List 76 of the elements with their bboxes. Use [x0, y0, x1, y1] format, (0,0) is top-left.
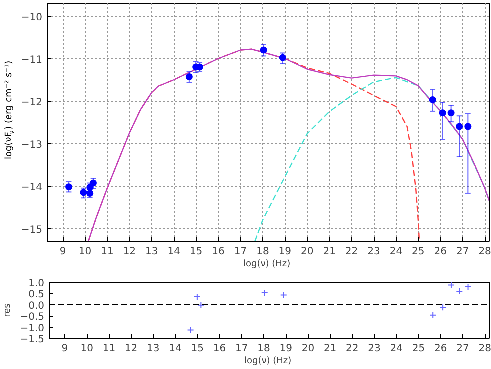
- x-tick-label: 17: [234, 246, 248, 258]
- point: [90, 180, 97, 187]
- point: [448, 282, 455, 289]
- point: [260, 46, 268, 54]
- x-tick-label: 12: [124, 344, 138, 354]
- point: [464, 123, 472, 130]
- x-tick-label: 24: [390, 344, 404, 354]
- y-tick-label: −1.0: [20, 323, 45, 334]
- x-tick-label: 13: [146, 246, 158, 258]
- x-tick-label: 21: [323, 246, 336, 258]
- x-tick-label: 17: [236, 344, 248, 354]
- x-tick-label: 25: [412, 246, 425, 258]
- point: [440, 304, 447, 312]
- y-tick-label: 0.5: [28, 290, 45, 301]
- y-tick-label: 0.0: [28, 300, 45, 312]
- x-tick-label: 11: [101, 246, 114, 258]
- x-tick-label: 26: [434, 246, 448, 258]
- x-tick-label: 13: [147, 344, 160, 354]
- y-tick-label: −1.5: [20, 334, 45, 346]
- point: [80, 189, 88, 196]
- x-tick-label: 28: [478, 246, 491, 258]
- x-tick-label: 18: [258, 344, 270, 354]
- x-tick-label: 19: [278, 246, 292, 258]
- x-tick-label: 16: [213, 344, 226, 354]
- point: [464, 283, 472, 290]
- point: [194, 294, 201, 301]
- y-tick-label: −10: [21, 12, 43, 24]
- point: [280, 292, 288, 299]
- x-tick-label: 18: [256, 246, 270, 258]
- x-tick-label: 16: [212, 246, 225, 258]
- x-tick-label: 15: [191, 344, 204, 354]
- x-tick-label: 27: [456, 344, 470, 354]
- point: [261, 290, 268, 297]
- x-tick-label: 20: [301, 246, 314, 258]
- point: [439, 110, 446, 117]
- x-tick-label: 9: [60, 246, 66, 258]
- y-tick-label: −12: [21, 97, 43, 108]
- point: [456, 288, 464, 295]
- x-tick-label: 9: [62, 344, 68, 354]
- x-tick-label: 23: [368, 246, 380, 258]
- point: [448, 110, 455, 117]
- x-axis-title: log(ν) (Hz): [243, 260, 291, 270]
- point: [66, 184, 73, 191]
- x-tick-label: 21: [324, 344, 337, 354]
- x-tick-label: 22: [346, 344, 359, 354]
- point: [186, 74, 193, 81]
- x-tick-label: 26: [434, 344, 448, 354]
- x-tick-label: 24: [390, 246, 403, 258]
- x-tick-label: 23: [368, 344, 381, 354]
- point: [430, 312, 437, 319]
- x-tick-label: 19: [280, 344, 292, 354]
- x-tick-label: 14: [168, 246, 180, 258]
- x-tick-label: 28: [478, 344, 491, 354]
- y-tick-label: −14: [21, 182, 43, 194]
- y-tick-label: −13: [21, 140, 43, 151]
- point: [279, 54, 286, 62]
- point: [456, 123, 464, 130]
- x-tick-label: 12: [123, 246, 136, 258]
- y-tick-label: −0.5: [20, 312, 45, 324]
- x-tick-label: 10: [78, 246, 92, 258]
- x-tick-label: 22: [345, 246, 358, 258]
- x-tick-label: 11: [102, 344, 116, 354]
- x-tick-label: 15: [190, 246, 203, 258]
- x-tick-label: 20: [302, 344, 315, 354]
- point: [429, 96, 436, 104]
- x-tick-label: 10: [80, 344, 94, 354]
- point: [198, 302, 205, 309]
- y-tick-label: 1.0: [28, 278, 45, 290]
- x-axis-title: log(ν) (Hz): [244, 356, 292, 366]
- y-tick-label: −15: [21, 224, 43, 236]
- x-tick-label: 27: [456, 246, 470, 258]
- point: [187, 326, 194, 334]
- x-tick-label: 14: [169, 344, 182, 354]
- y-axis-title: res: [3, 303, 14, 318]
- y-tick-label: −11: [21, 54, 43, 66]
- x-tick-label: 25: [412, 344, 426, 354]
